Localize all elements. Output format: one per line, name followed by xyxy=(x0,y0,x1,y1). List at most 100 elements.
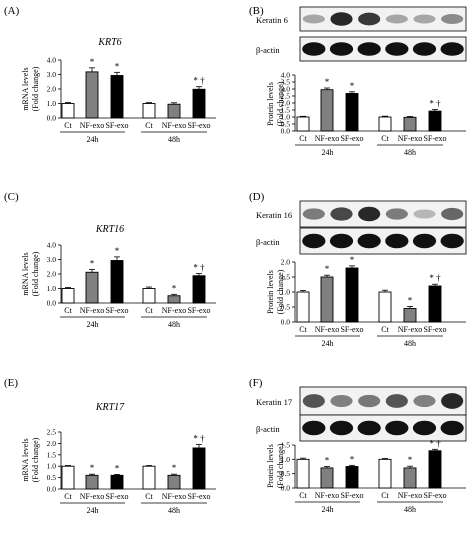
x-tick-label: SF-exo xyxy=(340,491,363,500)
blot-band-target xyxy=(413,14,436,24)
x-tick-label: NF-exo xyxy=(80,306,104,315)
group-label: 24h xyxy=(87,135,99,144)
y-tick-label: 3.0 xyxy=(47,70,57,79)
blot-band-actin xyxy=(412,233,437,249)
blot-actin-label: β-actin xyxy=(256,45,280,55)
blot-band-actin xyxy=(357,42,381,56)
blot-actin-label: β-actin xyxy=(256,424,280,434)
blot-band-target xyxy=(330,12,353,26)
x-tick-label: Ct xyxy=(64,306,72,315)
group-label: 48h xyxy=(168,506,180,515)
significance-mark: * xyxy=(408,295,413,305)
y-tick-label: 1.0 xyxy=(47,99,57,108)
panel-label: (C) xyxy=(4,191,19,203)
blot-band-target xyxy=(385,14,408,24)
y-tick-label: 1.0 xyxy=(47,462,57,471)
blot-band-target xyxy=(358,206,381,222)
bar-ct xyxy=(142,103,156,119)
significance-mark: * † xyxy=(193,434,205,444)
y-tick-label: 1.5 xyxy=(47,450,57,459)
bar-nf-exo xyxy=(85,71,99,119)
y-tick-label: 1.5 xyxy=(281,441,291,450)
blot-actin-frame xyxy=(299,414,467,442)
y-tick-label: 1.0 xyxy=(281,113,291,122)
significance-mark: * xyxy=(350,81,355,91)
y-axis-label-line: Protein levels xyxy=(266,82,275,126)
significance-mark: * xyxy=(325,264,330,274)
blot-band-target xyxy=(330,207,353,221)
blot-actin-frame xyxy=(299,227,467,255)
x-tick-label: SF-exo xyxy=(105,492,128,501)
group-label: 24h xyxy=(322,148,334,157)
y-tick-label: 2.0 xyxy=(281,258,291,267)
y-axis-label-line: (Fold change) xyxy=(31,437,40,482)
y-axis-label: mRNA levels(Fold change) xyxy=(21,251,40,296)
chart-title: KRT17 xyxy=(95,402,125,413)
x-tick-label: NF-exo xyxy=(315,134,339,143)
panel-d: (D) Keratin 16 β-actin 0.0 0.5 1.0 1.5 2.0 Prote… xyxy=(249,191,467,348)
panel-a: (A) KRT6 0.0 1.0 2.0 3.0 4.0 mRNA levels(Fold c… xyxy=(4,5,216,144)
bar-ct xyxy=(142,465,156,490)
y-tick-label: 1.0 xyxy=(281,455,291,464)
bar-ct xyxy=(378,458,392,489)
bar-sf-exo xyxy=(428,285,442,323)
bar-sf-exo xyxy=(428,450,442,489)
blot-band-target xyxy=(441,14,464,24)
y-tick-label: 3.0 xyxy=(281,85,291,94)
blot-band-target xyxy=(358,12,381,26)
x-tick-label: NF-exo xyxy=(398,491,422,500)
blot-band-actin xyxy=(357,420,381,436)
y-axis-label-line: (Fold change) xyxy=(276,81,285,126)
bar-nf-exo xyxy=(85,474,99,490)
bar-nf-exo xyxy=(320,467,334,489)
blot-target-label: Keratin 17 xyxy=(256,397,292,407)
x-tick-label: Ct xyxy=(145,121,153,130)
significance-mark: * † xyxy=(193,263,205,273)
y-tick-label: 4.0 xyxy=(47,241,57,250)
blot-band-target xyxy=(413,394,436,408)
x-tick-label: Ct xyxy=(64,121,72,130)
group-label: 48h xyxy=(168,320,180,329)
blot-band-target xyxy=(302,208,325,220)
y-axis-label-line: (Fold change) xyxy=(31,66,40,111)
significance-mark: * xyxy=(172,463,177,473)
significance-mark: * xyxy=(350,454,355,464)
bar-nf-exo xyxy=(167,474,181,490)
y-tick-label: 0.0 xyxy=(281,484,291,493)
bar-ct xyxy=(378,116,392,132)
bar-ct xyxy=(296,291,310,323)
y-axis-label: Protein levels(Fold change) xyxy=(266,81,285,126)
blot-band-actin xyxy=(440,42,464,56)
y-tick-label: 3.0 xyxy=(47,255,57,264)
x-tick-label: Ct xyxy=(145,306,153,315)
y-tick-label: 0.5 xyxy=(281,120,291,129)
bar-sf-exo xyxy=(345,466,359,489)
significance-mark: * † xyxy=(429,273,441,283)
y-tick-label: 0.0 xyxy=(281,127,291,136)
blot-band-actin xyxy=(385,420,409,436)
panel-label: (E) xyxy=(4,377,18,389)
y-tick-label: 2.0 xyxy=(47,270,57,279)
y-tick-label: 1.5 xyxy=(281,273,291,282)
y-tick-label: 1.0 xyxy=(281,288,291,297)
y-tick-label: 0.0 xyxy=(47,299,57,308)
y-tick-label: 1.0 xyxy=(47,284,57,293)
x-tick-label: Ct xyxy=(381,325,389,334)
blot-band-actin xyxy=(440,420,464,436)
y-axis-label: Protein levels(Fold change) xyxy=(266,269,285,314)
group-label: 48h xyxy=(404,339,416,348)
y-axis-label-line: (Fold change) xyxy=(31,251,40,296)
x-tick-label: Ct xyxy=(145,492,153,501)
y-axis-label-line: Protein levels xyxy=(266,444,275,488)
blot-target-label: Keratin 16 xyxy=(256,210,292,220)
blot-band-actin xyxy=(329,42,354,56)
group-label: 24h xyxy=(87,506,99,515)
x-tick-label: Ct xyxy=(64,492,72,501)
bar-ct xyxy=(378,291,392,323)
y-tick-label: 0.0 xyxy=(47,485,57,494)
y-axis-label-line: mRNA levels xyxy=(21,67,30,110)
x-tick-label: Ct xyxy=(381,491,389,500)
blot-band-actin xyxy=(412,420,437,436)
panel-label: (F) xyxy=(249,377,263,389)
